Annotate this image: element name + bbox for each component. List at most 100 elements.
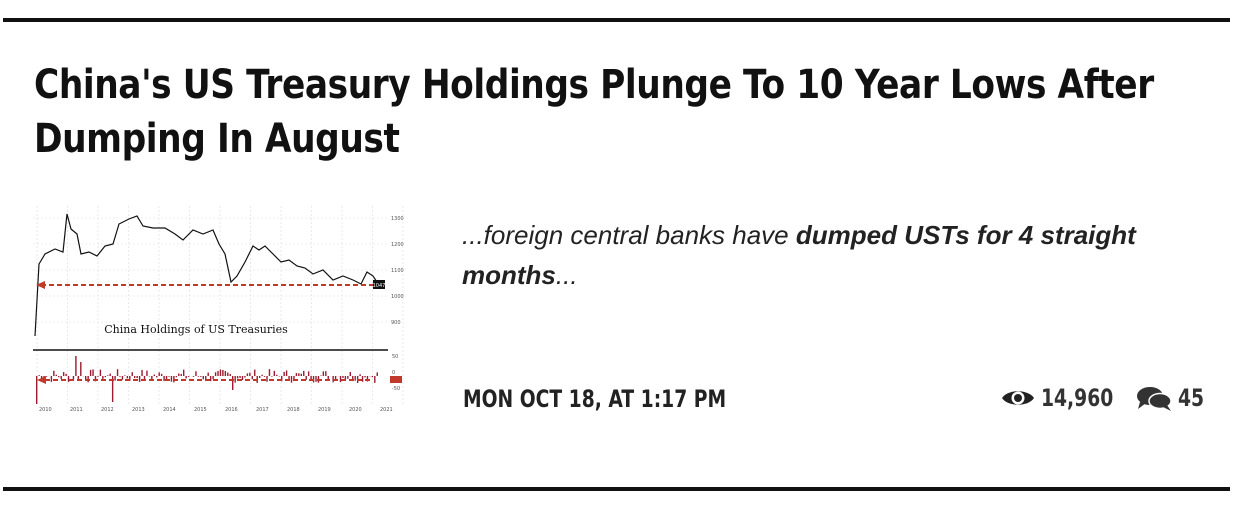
flow-bar (158, 372, 160, 376)
flow-bar (202, 376, 204, 380)
flow-bar (187, 376, 190, 377)
flow-bar (246, 373, 249, 376)
flow-bar (156, 376, 158, 378)
flow-bar (322, 371, 325, 376)
flow-bar (254, 369, 256, 376)
view-count: 14,960 (1001, 384, 1134, 412)
flow-bar (126, 376, 129, 379)
flow-bar (227, 372, 229, 376)
comment-count[interactable]: 45 (1136, 384, 1211, 412)
flow-bar (116, 369, 119, 376)
flow-bar (170, 376, 173, 382)
flow-bar (146, 370, 148, 376)
flow-bar (327, 376, 329, 381)
flow-bar (344, 376, 347, 380)
y-tick-label: 900 (391, 320, 401, 326)
flow-bar (239, 376, 241, 378)
flow-bar (60, 376, 62, 380)
flow-bar (307, 371, 310, 376)
flow-bar (129, 376, 131, 381)
flow-bar (58, 376, 60, 378)
holdings-line (34, 213, 378, 337)
flow-bar (168, 376, 170, 377)
flow-bar (195, 371, 197, 376)
flow-bar (271, 376, 273, 377)
flow-bar (281, 376, 283, 382)
flow-bar (119, 376, 121, 377)
view-count-value: 14,960 (1041, 384, 1114, 412)
flow-bar (374, 376, 376, 383)
flow-bar (251, 376, 253, 380)
flow-bar (77, 376, 80, 381)
flow-bar (359, 374, 361, 376)
y-tick-label: 1300 (391, 216, 404, 222)
flow-bar (121, 376, 124, 380)
flow-bar (364, 376, 366, 378)
flow-bar (124, 375, 126, 376)
flow-bar (347, 376, 349, 379)
x-year-label: 2018 (287, 407, 300, 413)
flow-bar (131, 372, 133, 376)
flow-bar (266, 376, 268, 382)
x-year-label: 2016 (225, 407, 238, 413)
flow-bar (339, 376, 342, 383)
flow-bar (268, 369, 271, 376)
current-value-label: 1047 (373, 283, 386, 289)
y-tick-label: -50 (392, 386, 400, 392)
flow-bar (354, 376, 356, 381)
flow-bar (349, 371, 351, 376)
y-tick-label: 0 (392, 370, 395, 376)
flow-bar (219, 369, 222, 376)
flow-bar (175, 376, 178, 378)
flow-bar (67, 376, 70, 382)
x-year-label: 2011 (70, 407, 83, 413)
flow-bar (283, 371, 285, 376)
flow-bar (104, 376, 106, 378)
flow-bar (334, 376, 337, 380)
flow-bar (136, 376, 138, 379)
comments-icon (1137, 387, 1172, 411)
flow-bar (342, 376, 344, 379)
flow-bar (134, 376, 136, 379)
y-tick-label: 1000 (391, 294, 404, 300)
flow-bar (276, 374, 278, 376)
flow-bar (55, 374, 57, 376)
flow-bar (325, 371, 327, 376)
flow-bar (109, 373, 111, 376)
flow-bar (143, 376, 146, 380)
flow-bar (352, 376, 354, 382)
flow-bar (45, 376, 48, 377)
flow-bar (102, 376, 104, 381)
flow-bar (300, 373, 302, 376)
article-date: MON OCT 18, AT 1:17 PM (463, 385, 727, 413)
article-thumbnail[interactable]: 1047 China Holdings of US Treasuries 130… (33, 204, 406, 415)
flow-bar (376, 372, 378, 376)
flow-bar (209, 376, 212, 382)
flow-bar (298, 373, 300, 376)
flow-bar (371, 376, 374, 378)
flow-bar (65, 373, 67, 376)
x-year-label: 2015 (194, 407, 207, 413)
flow-bar (290, 376, 293, 383)
flow-bar (53, 370, 55, 376)
bottom-divider (3, 487, 1230, 491)
flow-bar (197, 376, 200, 377)
flow-bar (222, 370, 224, 376)
flow-bar (205, 376, 207, 380)
flow-bar (111, 376, 114, 402)
flow-bar (80, 362, 82, 376)
flow-bar (263, 376, 266, 377)
flow-bar (153, 374, 155, 376)
flow-bar (180, 373, 182, 376)
flow-bar (185, 376, 187, 379)
flow-bar (232, 376, 234, 390)
flow-bar (241, 376, 244, 380)
article-title[interactable]: China's US Treasury Holdings Plunge To 1… (34, 62, 1154, 162)
flow-bar (75, 356, 77, 376)
thumbnail-chart-title: China Holdings of US Treasuries (104, 323, 288, 336)
flow-bar (320, 375, 322, 376)
flow-bar (288, 376, 290, 380)
flow-bar (285, 370, 288, 376)
comment-count-value: 45 (1178, 384, 1205, 412)
y-tick-label: 1100 (391, 268, 404, 274)
